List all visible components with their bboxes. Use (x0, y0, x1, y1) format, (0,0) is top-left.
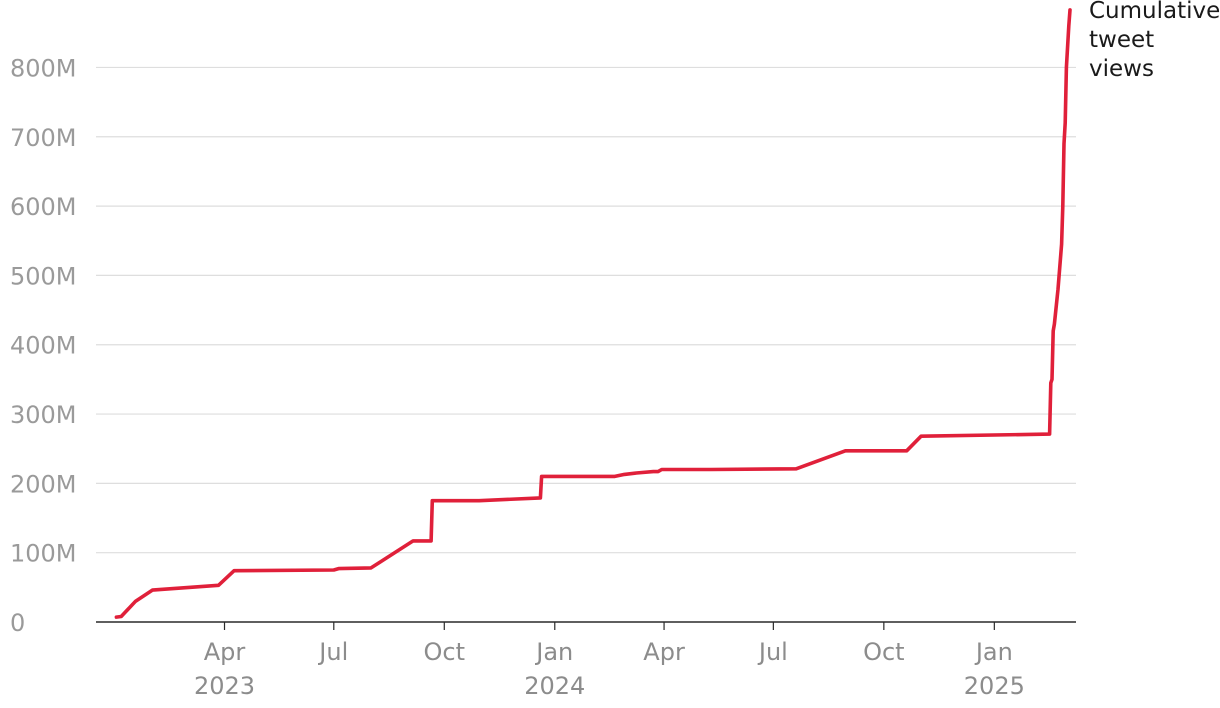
y-tick-label: 200M (10, 470, 77, 498)
x-tick-year-label: 2023 (194, 672, 255, 700)
series-label-line: views (1089, 56, 1154, 82)
y-tick-label: 500M (10, 262, 77, 290)
series-layer (114, 8, 1072, 619)
x-tick-year-label: 2025 (964, 672, 1025, 700)
x-axis: Apr 2023 Jul Oct Jan 2024 Apr Jul Oct Jan 2025 (96, 621, 1076, 700)
y-tick-label: 100M (10, 540, 77, 568)
series-label-group: Cumulative tweet views (1089, 0, 1220, 82)
series-label-line: tweet (1089, 27, 1154, 53)
y-tick-label: 0 (10, 609, 25, 637)
x-tick-label: Jul (317, 638, 348, 666)
gridlines (96, 66, 1076, 554)
y-axis: 0 100M 200M 300M 400M 500M 600M 700M 800M (10, 54, 77, 637)
series-line (114, 8, 1072, 619)
x-tick-year-label: 2024 (524, 672, 585, 700)
x-tick-label: Oct (863, 638, 905, 666)
y-tick-label: 400M (10, 332, 77, 360)
x-tick-label: Oct (424, 638, 466, 666)
x-tick-label: Apr (204, 638, 246, 666)
x-tick-label: Jul (757, 638, 788, 666)
series-label-line: Cumulative (1089, 0, 1220, 24)
x-tick-label: Apr (643, 638, 685, 666)
x-tick-label: Jan (534, 638, 573, 666)
series-label: Cumulative tweet views (1089, 0, 1220, 82)
y-tick-label: 800M (10, 54, 77, 82)
x-tick-label: Jan (974, 638, 1013, 666)
y-tick-label: 300M (10, 401, 77, 429)
y-tick-label: 600M (10, 193, 77, 221)
y-tick-label: 700M (10, 124, 77, 152)
